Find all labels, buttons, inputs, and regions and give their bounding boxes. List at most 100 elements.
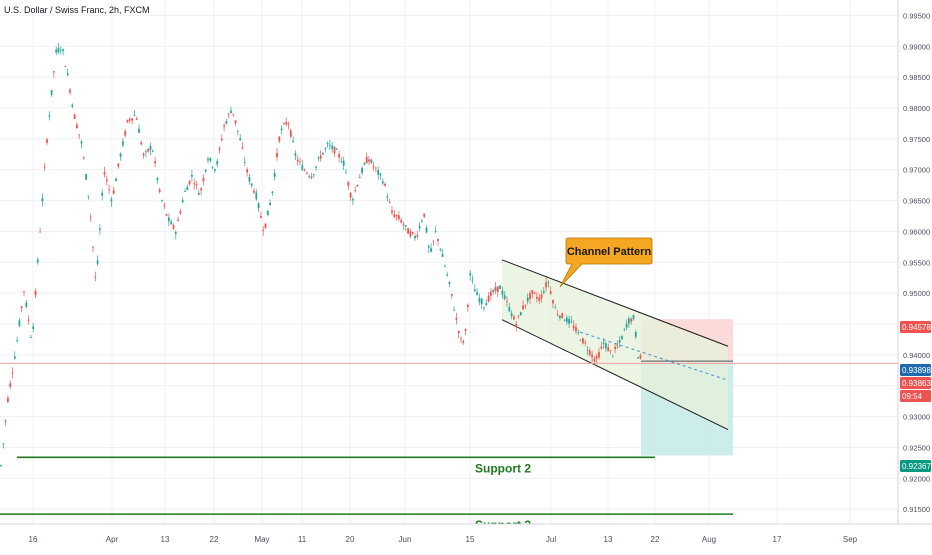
candle-body [577,331,580,333]
candle-body [446,274,449,276]
candle-body [384,183,386,186]
candle-body [197,192,200,195]
candle-body [326,143,329,145]
candle-body [55,49,58,53]
annotation-text: Channel Pattern [567,246,652,258]
candle-body [506,301,508,302]
candle-body [105,179,108,182]
candle-body [356,185,359,187]
x-tick-label: Sep [843,535,858,544]
candle-body [322,152,324,155]
candle-body [533,292,536,294]
candle-body [365,157,368,164]
candle-body [207,159,209,161]
candle-body [616,345,619,347]
candle-body [453,309,455,311]
candle-body [122,141,124,146]
candle-body [480,298,483,305]
candle-body [345,172,347,174]
price-axis-label-text: 0.92367 [902,462,931,471]
candle-body [13,356,16,359]
candle-body [448,281,451,284]
candle-body [246,169,248,173]
candle-body [50,90,53,95]
price-axis-label [900,321,931,333]
price-axis-label [900,377,931,389]
candle-body [301,165,304,171]
candle-body [66,73,69,76]
candle-body [379,173,382,176]
candle-body [0,465,2,466]
candle-body [108,189,110,191]
candle-body [266,210,269,216]
candle-body [591,354,593,358]
candle-body [324,148,327,149]
candle-body [570,321,573,323]
candle-body [99,228,101,230]
candle-body [427,245,430,248]
candle-body [151,150,154,152]
candle-body [115,178,117,182]
candle-body [172,224,175,229]
y-tick-label: 0.95000 [903,289,930,298]
candle-body [303,170,306,172]
price-axis-label-text: 0.93898 [902,366,931,375]
candle-body [414,236,416,239]
candle-body [147,148,150,152]
y-tick-label: 0.97000 [903,166,930,175]
candle-body [483,307,485,309]
candle-body [375,167,377,169]
candle-body [317,158,320,159]
x-tick-label: 17 [773,535,782,544]
price-axis-label-text: 0.93863 [902,379,931,388]
x-tick-label: 20 [346,535,355,544]
candle-body [554,307,557,309]
candle-body [545,282,547,288]
candle-body [340,161,343,163]
y-tick-label: 0.98000 [903,104,930,113]
candle-body [230,110,232,114]
candle-body [329,144,331,146]
x-tick-label: 13 [604,535,613,544]
candle-body [370,159,373,163]
candle-body [241,147,244,149]
candle-body [513,316,515,320]
candle-body [549,291,552,294]
candle-body [119,153,122,157]
candle-body [140,142,143,145]
candle-body [264,223,267,228]
candle-body [202,178,205,182]
candles-group [0,43,642,467]
candle-body [161,200,163,201]
candle-body [131,118,133,121]
candle-body [540,294,543,299]
candle-body [145,151,147,153]
y-tick-label: 0.99000 [903,42,930,51]
y-tick-label: 0.95500 [903,258,930,267]
candle-body [538,297,541,301]
candle-body [361,168,363,173]
candle-body [439,249,442,250]
candle-body [177,219,179,221]
candle-body [510,313,513,317]
candle-body [227,113,230,115]
candle-body [425,227,428,233]
candle-body [602,342,605,344]
candle-body [43,166,46,168]
candle-body [57,47,60,53]
candle-body [593,358,596,362]
candle-body [501,290,504,295]
price-axis-bg [898,0,932,524]
candle-body [450,294,453,296]
price-axis-label-text: 09:54 [902,392,923,401]
candle-body [27,319,30,321]
candle-body [216,161,219,165]
price-axis-label-text: 0.94578 [902,323,931,332]
candle-body [200,188,202,191]
candle-body [386,196,389,198]
candle-body [165,214,168,216]
candle-body [30,337,32,339]
candle-body [561,313,564,318]
